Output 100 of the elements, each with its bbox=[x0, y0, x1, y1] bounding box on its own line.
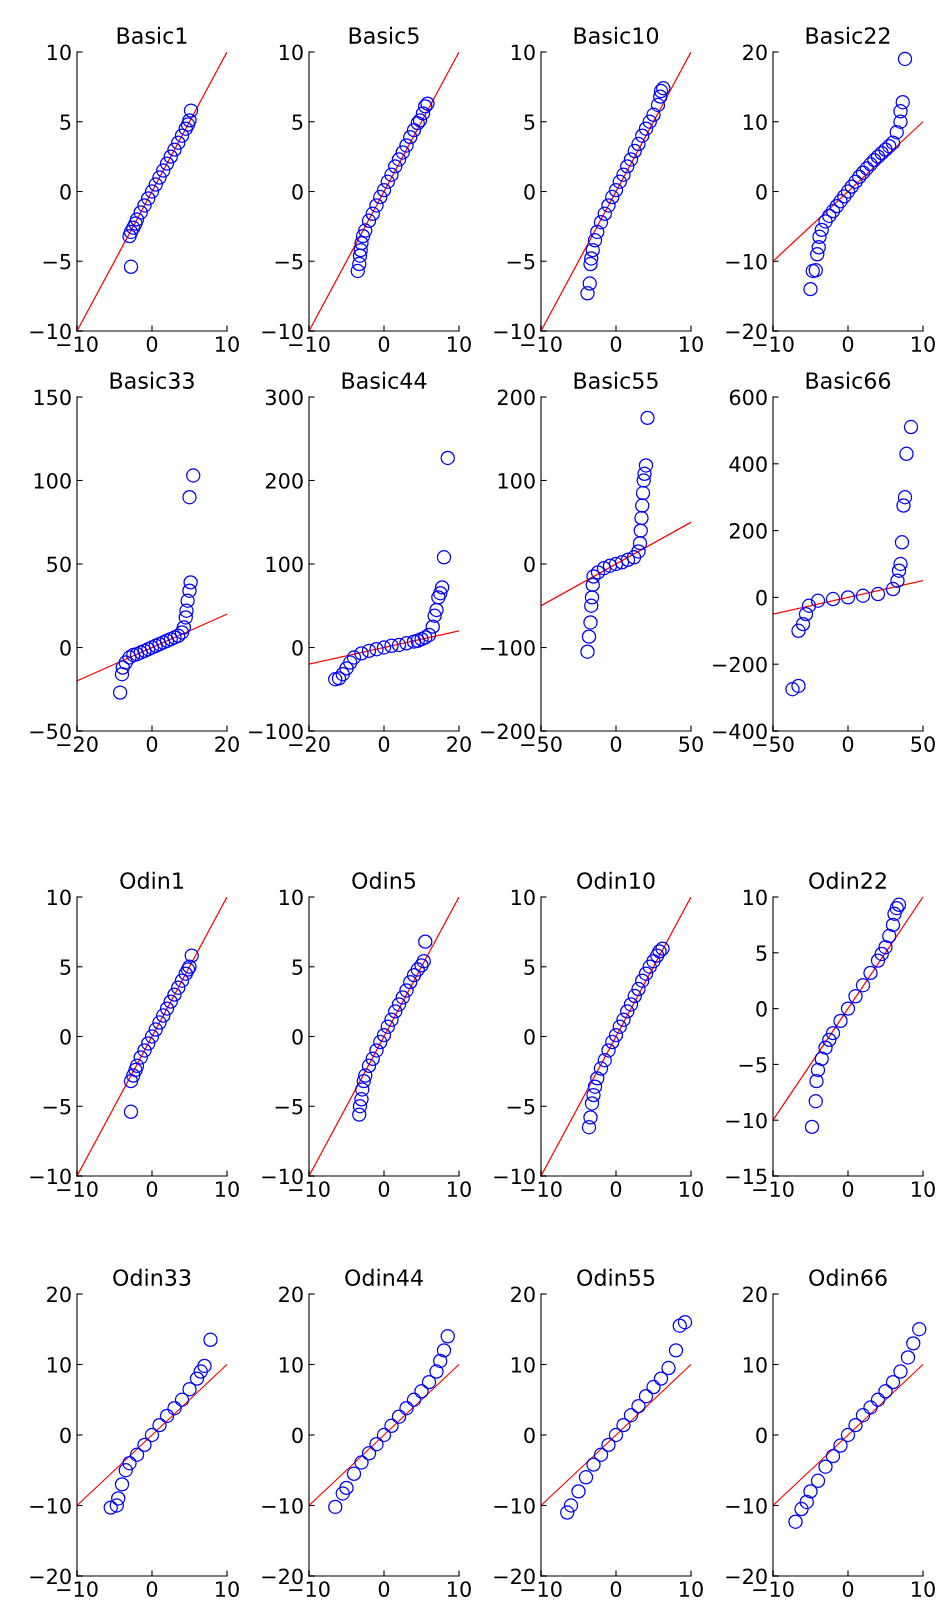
y-tick-label: 10 bbox=[743, 1356, 767, 1373]
x-tick-label: 10 bbox=[448, 336, 471, 352]
x-tick-label: 0 bbox=[610, 1581, 622, 1597]
x-tick-label: 0 bbox=[146, 336, 158, 352]
x-tick-label: 0 bbox=[378, 1581, 390, 1597]
x-tick-label: 10 bbox=[216, 1181, 239, 1197]
x-tick-label: 0 bbox=[842, 1581, 854, 1597]
y-tick-label: 5 bbox=[60, 959, 71, 975]
x-tick-label: 0 bbox=[842, 336, 854, 352]
y-tick-label: 200 bbox=[265, 472, 303, 489]
y-tick-label: 400 bbox=[729, 456, 767, 473]
x-tick-label: 10 bbox=[680, 336, 703, 352]
y-tick-label: 10 bbox=[279, 1356, 303, 1373]
y-tick-label: 5 bbox=[292, 114, 303, 130]
x-tick-label: 0 bbox=[842, 1181, 854, 1197]
y-tick-label: 20 bbox=[47, 1286, 71, 1303]
y-tick-label: 10 bbox=[511, 1356, 535, 1373]
x-tick-label: 20 bbox=[215, 736, 239, 752]
x-tick-label: 0 bbox=[610, 336, 622, 352]
y-tick-label: 5 bbox=[524, 114, 535, 130]
y-tick-label: 0 bbox=[756, 1427, 767, 1444]
y-tick-label: 0 bbox=[292, 1028, 303, 1045]
y-tick-label: 5 bbox=[60, 114, 71, 130]
x-tick-label: 50 bbox=[679, 736, 703, 752]
y-tick-label: 20 bbox=[743, 1286, 767, 1303]
y-tick-label: −5 bbox=[43, 1098, 71, 1115]
chart-title: Basic55 bbox=[574, 371, 658, 389]
y-tick-label: 0 bbox=[292, 639, 303, 656]
y-tick-label: 0 bbox=[756, 589, 767, 606]
y-tick-label: 10 bbox=[511, 44, 535, 61]
y-tick-label: 0 bbox=[60, 1427, 71, 1444]
x-tick-label: 10 bbox=[448, 1581, 471, 1597]
chart-title: Basic33 bbox=[110, 371, 194, 389]
x-tick-label: 0 bbox=[378, 336, 390, 352]
y-tick-label: −5 bbox=[507, 253, 535, 270]
chart-title: Odin66 bbox=[809, 1268, 887, 1286]
x-tick-label: 20 bbox=[447, 736, 471, 752]
y-tick-label: −5 bbox=[739, 1057, 767, 1073]
x-tick-label: 0 bbox=[610, 736, 622, 752]
x-tick-label: 0 bbox=[146, 736, 158, 752]
x-tick-label: 10 bbox=[912, 1581, 935, 1597]
y-tick-label: 300 bbox=[265, 389, 303, 406]
y-tick-label: 10 bbox=[47, 889, 71, 906]
y-tick-label: −200 bbox=[713, 656, 767, 673]
y-tick-label: 0 bbox=[292, 183, 303, 200]
y-tick-label: 100 bbox=[266, 556, 303, 573]
x-tick-label: 10 bbox=[216, 1581, 239, 1597]
x-tick-label: 10 bbox=[912, 336, 935, 352]
chart-title: Basic5 bbox=[349, 26, 419, 44]
x-tick-label: 50 bbox=[911, 736, 935, 752]
chart-title: Odin33 bbox=[113, 1268, 191, 1286]
y-tick-label: 50 bbox=[47, 556, 71, 573]
y-tick-label: 0 bbox=[756, 1001, 767, 1017]
y-tick-label: −10 bbox=[726, 253, 767, 270]
y-tick-label: 20 bbox=[511, 1286, 535, 1303]
y-tick-label: 5 bbox=[292, 959, 303, 975]
x-tick-label: 0 bbox=[378, 736, 390, 752]
y-tick-label: 0 bbox=[756, 183, 767, 200]
chart-title: Basic22 bbox=[806, 26, 890, 44]
y-tick-label: 5 bbox=[524, 959, 535, 975]
y-tick-label: 10 bbox=[743, 114, 767, 130]
y-tick-label: −10 bbox=[30, 1497, 71, 1514]
y-tick-label: −5 bbox=[507, 1098, 535, 1115]
y-tick-label: −10 bbox=[726, 1497, 767, 1514]
y-tick-label: 10 bbox=[47, 1356, 71, 1373]
y-tick-label: 0 bbox=[524, 183, 535, 200]
y-tick-label: 20 bbox=[279, 1286, 303, 1303]
chart-title: Odin5 bbox=[352, 871, 416, 889]
chart-title: Odin22 bbox=[809, 871, 886, 889]
y-tick-label: 0 bbox=[524, 556, 535, 573]
y-tick-label: 20 bbox=[743, 44, 767, 61]
y-tick-label: 0 bbox=[60, 183, 71, 200]
y-tick-label: −100 bbox=[481, 639, 535, 656]
y-tick-label: −10 bbox=[494, 1497, 535, 1514]
y-tick-label: 0 bbox=[524, 1427, 535, 1444]
y-tick-label: −10 bbox=[262, 1497, 303, 1514]
chart-title: Basic1 bbox=[117, 26, 187, 44]
y-tick-label: 10 bbox=[743, 889, 767, 906]
x-tick-label: 0 bbox=[610, 1181, 622, 1197]
x-tick-label: 0 bbox=[378, 1181, 390, 1197]
y-tick-label: 200 bbox=[497, 389, 535, 406]
y-tick-label: 200 bbox=[729, 523, 767, 539]
y-tick-label: −5 bbox=[43, 253, 71, 270]
y-tick-label: 150 bbox=[34, 389, 71, 406]
y-tick-label: 100 bbox=[34, 472, 71, 489]
x-tick-label: 10 bbox=[912, 1181, 935, 1197]
y-tick-label: 10 bbox=[511, 889, 535, 906]
y-tick-label: −5 bbox=[275, 253, 303, 270]
x-tick-label: 10 bbox=[680, 1181, 703, 1197]
y-tick-label: 5 bbox=[756, 945, 767, 962]
chart-title: Basic44 bbox=[342, 371, 427, 389]
y-tick-label: −10 bbox=[726, 1112, 767, 1129]
y-tick-label: 0 bbox=[60, 639, 71, 656]
x-tick-label: 0 bbox=[146, 1581, 158, 1597]
y-tick-label: −5 bbox=[275, 1098, 303, 1115]
chart-title: Odin10 bbox=[577, 871, 655, 889]
y-tick-label: 100 bbox=[498, 472, 535, 489]
x-tick-label: 10 bbox=[680, 1581, 703, 1597]
x-tick-label: 0 bbox=[146, 1181, 158, 1197]
y-tick-label: 0 bbox=[60, 1028, 71, 1045]
